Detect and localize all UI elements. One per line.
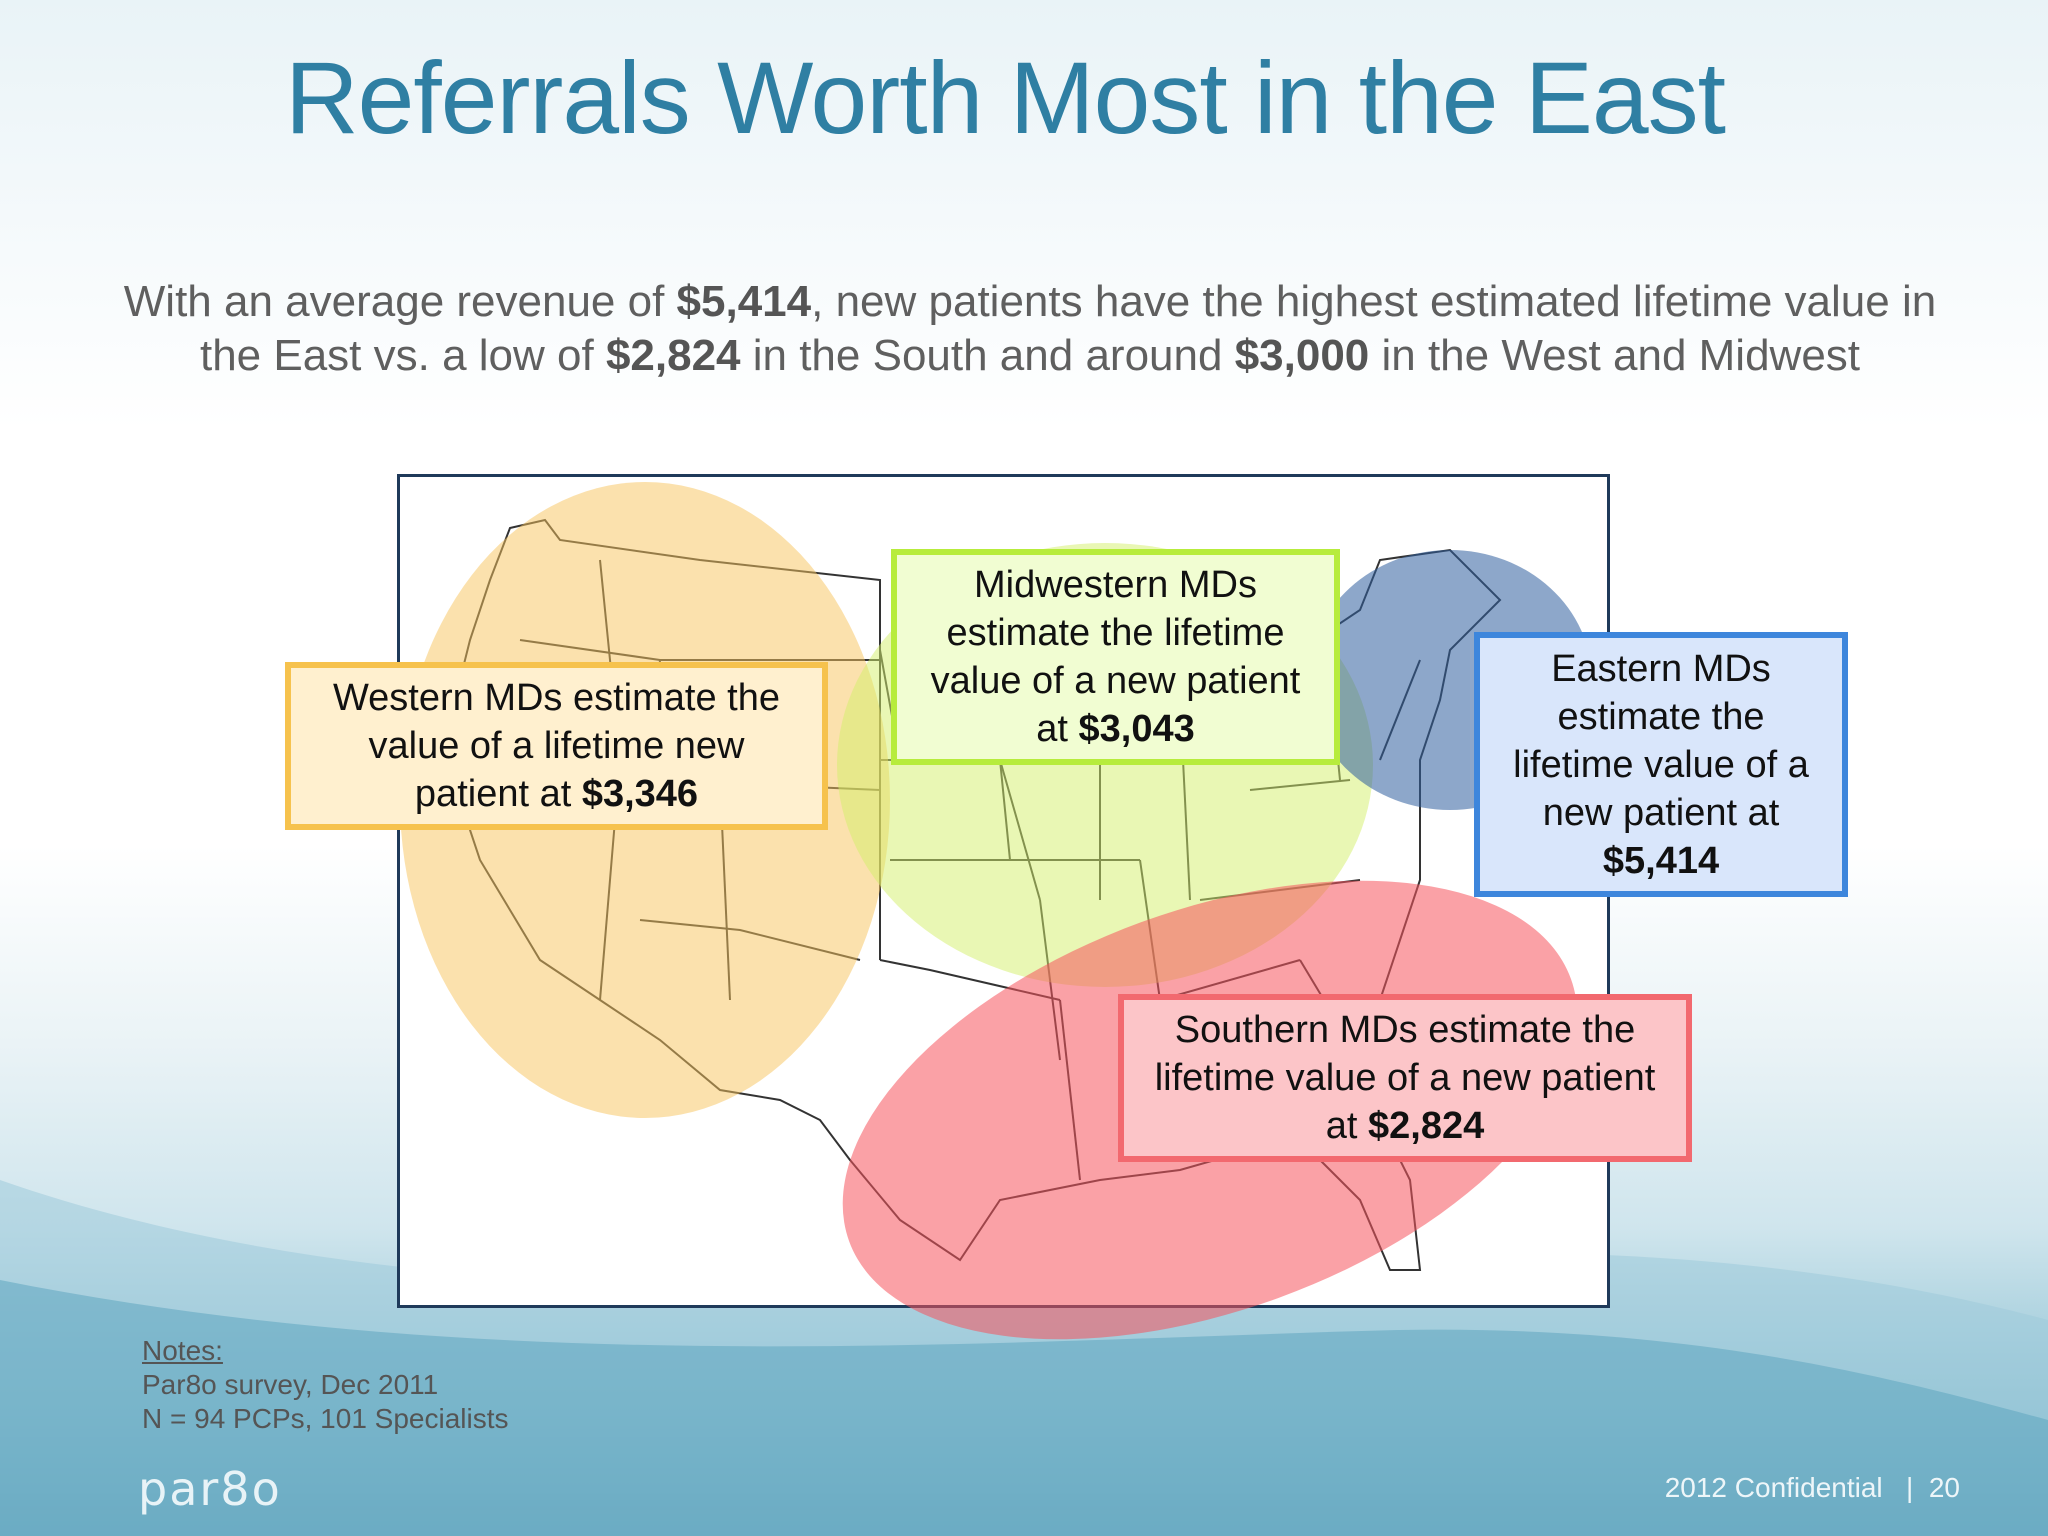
callout-text: Western MDs estimate the (332, 677, 780, 719)
slide-title: Referrals Worth Most in the East (285, 41, 1726, 155)
south-value: $2,824 (1368, 1105, 1485, 1147)
south-callout: Southern MDs estimate the lifetime value… (1118, 994, 1692, 1162)
subtitle-text: in the South and around (740, 331, 1235, 380)
notes-sample-size: N = 94 PCPs, 101 Specialists (142, 1403, 509, 1434)
east-value-highlight: $5,414 (676, 277, 812, 326)
callout-text: new patient at (1542, 791, 1780, 834)
west-midwest-value-highlight: $3,000 (1234, 331, 1370, 380)
callout-text: Eastern MDs (1551, 647, 1771, 690)
callout-text: at $3,043 (1036, 708, 1195, 750)
callout-text: lifetime value of a (1513, 743, 1809, 786)
west-callout: Western MDs estimate the value of a life… (285, 662, 828, 830)
subtitle-text: , new patients have the highest estimate… (811, 277, 1937, 326)
footer: 2012 Confidential | 20 (1665, 1472, 1960, 1504)
callout-text: estimate the lifetime (946, 612, 1285, 654)
callout-text: lifetime value of a new patient (1154, 1057, 1656, 1099)
subtitle-line-1: With an average revenue of $5,414, new p… (80, 275, 1980, 329)
callout-text: at $2,824 (1325, 1105, 1485, 1147)
notes-source: Par8o survey, Dec 2011 (142, 1369, 439, 1400)
callout-text: patient at $3,346 (414, 773, 699, 815)
callout-text: Midwestern MDs (974, 564, 1257, 606)
east-callout: Eastern MDs estimate the lifetime value … (1474, 632, 1848, 897)
page-number: 20 (1928, 1472, 1960, 1503)
callout-text: value of a lifetime new (368, 725, 745, 767)
callout-text: Southern MDs estimate the (1174, 1009, 1636, 1051)
subtitle-text: in the West and Midwest (1369, 331, 1861, 380)
slide-subtitle: With an average revenue of $5,414, new p… (80, 275, 1980, 383)
subtitle-text: the East vs. a low of (199, 331, 606, 380)
subtitle-text: With an average revenue of (123, 277, 677, 326)
subtitle-line-2: the East vs. a low of $2,824 in the Sout… (80, 329, 1980, 383)
callout-text: value of a new patient (930, 660, 1301, 702)
west-value: $3,346 (581, 773, 699, 815)
confidential-label: 2012 Confidential (1664, 1472, 1883, 1503)
notes-heading: Notes: (142, 1335, 223, 1366)
east-value: $5,414 (1602, 839, 1720, 882)
footer-separator: | (1906, 1472, 1914, 1503)
south-value-highlight: $2,824 (605, 331, 741, 380)
midwest-callout: Midwestern MDs estimate the lifetime val… (891, 549, 1340, 765)
par8o-logo: par8o (138, 1462, 282, 1516)
notes: Notes: Par8o survey, Dec 2011 N = 94 PCP… (142, 1334, 509, 1436)
midwest-value: $3,043 (1078, 708, 1195, 750)
callout-text: estimate the (1557, 695, 1765, 738)
